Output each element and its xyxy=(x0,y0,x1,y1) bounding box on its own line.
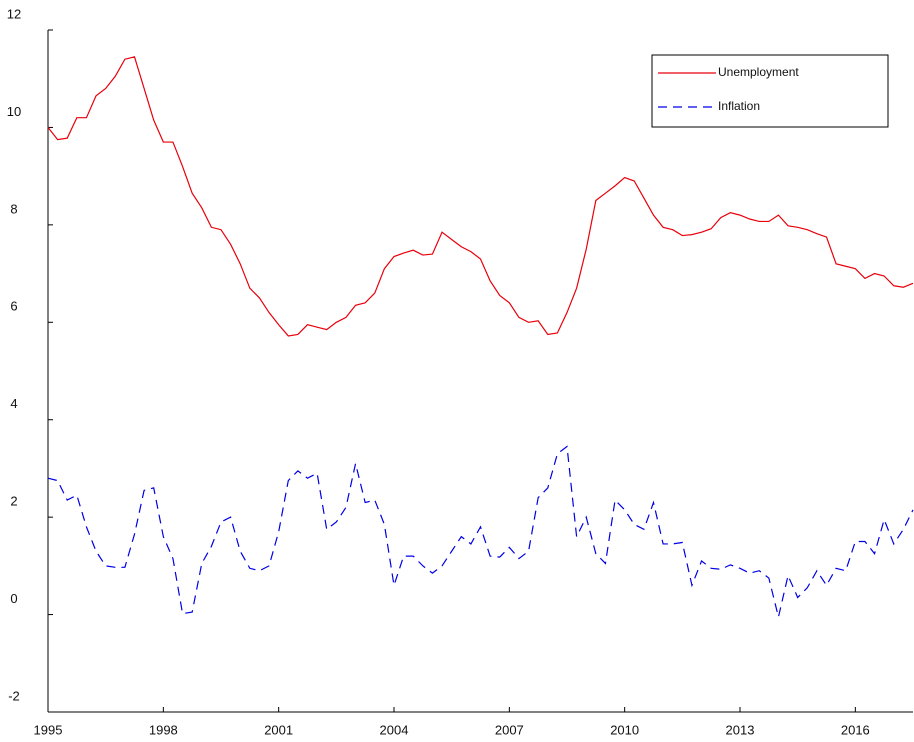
y-tick-label: -2 xyxy=(8,688,20,703)
y-tick-label: 0 xyxy=(10,591,17,606)
x-tick-label: 1995 xyxy=(34,722,63,737)
y-tick-label: 8 xyxy=(10,201,17,216)
x-tick-label: 1998 xyxy=(149,722,178,737)
series-line xyxy=(47,445,914,618)
y-tick-label: 6 xyxy=(10,299,17,314)
y-tick-label: 12 xyxy=(7,6,21,21)
x-tick-label: 2016 xyxy=(841,722,870,737)
x-tick-label: 2001 xyxy=(264,722,293,737)
x-tick-label: 2013 xyxy=(726,722,755,737)
y-tick-label: 10 xyxy=(7,104,21,119)
x-tick-label: 2010 xyxy=(610,722,639,737)
y-tick-label: 4 xyxy=(10,396,17,411)
legend-label: Inflation xyxy=(718,99,760,113)
x-tick-label: 2004 xyxy=(380,722,409,737)
legend: Unemployment Inflation xyxy=(651,54,889,128)
series-line xyxy=(47,56,914,337)
legend-box xyxy=(651,54,889,128)
x-tick-label: 2007 xyxy=(495,722,524,737)
legend-label: Unemployment xyxy=(718,65,799,79)
y-tick-label: 2 xyxy=(10,494,17,509)
